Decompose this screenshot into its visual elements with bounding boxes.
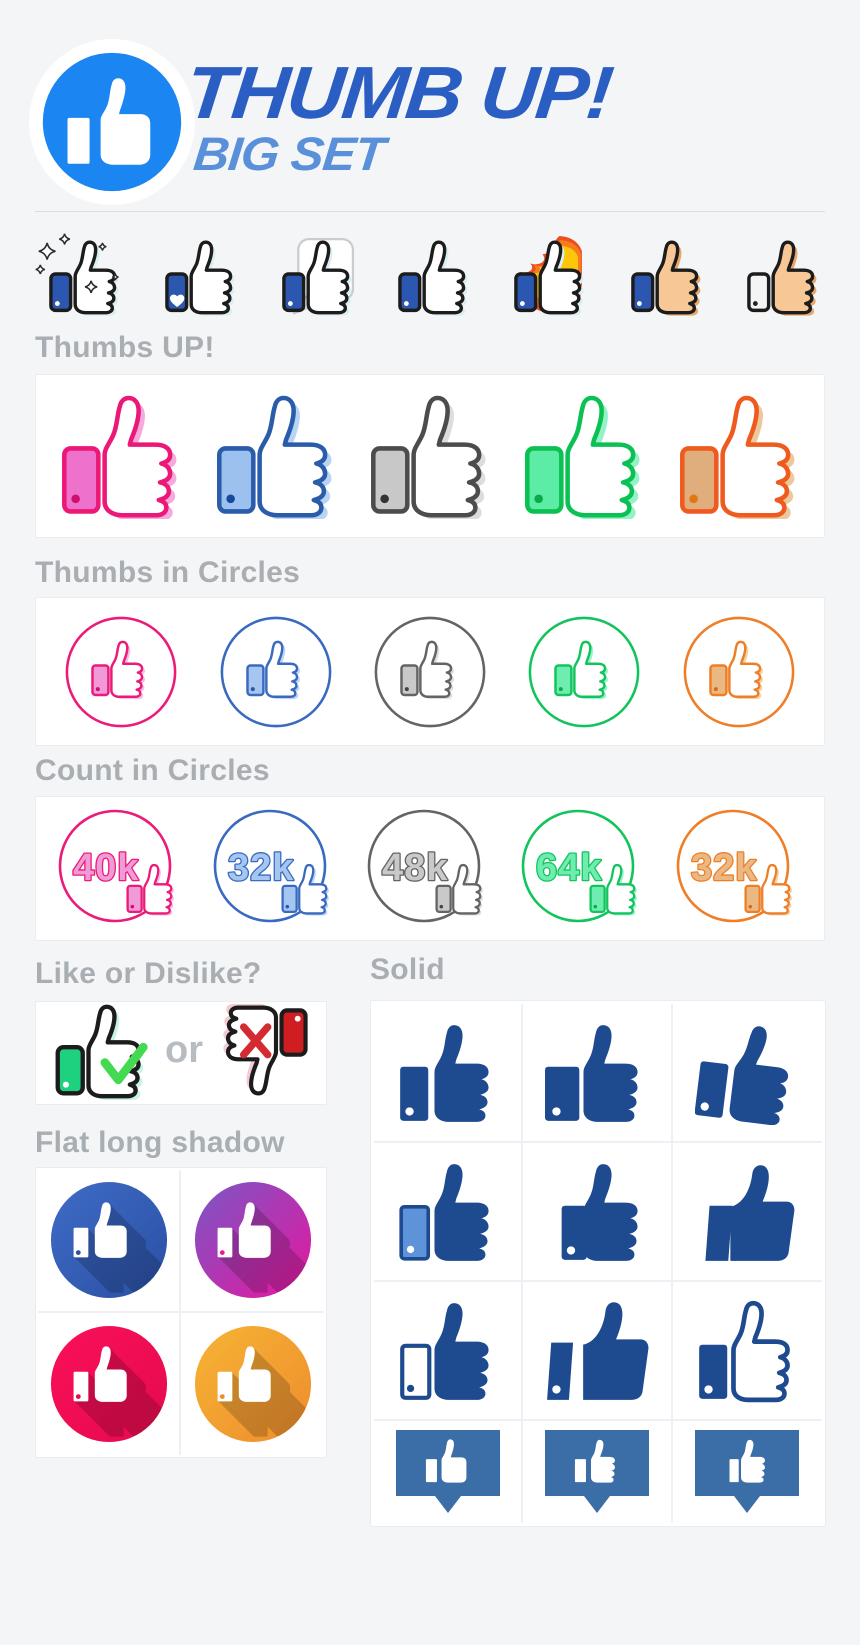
green-count-circle-icon: 64k xyxy=(522,809,638,922)
svg-text:32k: 32k xyxy=(691,847,757,889)
count-in-circles-box: 40k 32k 48k 64k 32k xyxy=(35,796,825,941)
solid-cell-outline-hand xyxy=(672,1282,822,1421)
pink-count-circle-icon: 40k xyxy=(58,809,175,922)
divider xyxy=(35,211,825,212)
solid-cell-badge-scalloped xyxy=(523,1421,673,1523)
solid-flat-angled-dot-icon xyxy=(547,1301,649,1400)
orange-outline-thumb-icon xyxy=(679,395,795,519)
green-outline-thumb-icon xyxy=(525,395,640,519)
svg-text:40k: 40k xyxy=(73,847,139,889)
thumbs-in-circles-box xyxy=(35,597,825,746)
green-circle-thumb-icon xyxy=(528,616,640,727)
solid-cell-outline-cuff xyxy=(374,1282,524,1421)
orange-count-circle-icon: 32k xyxy=(676,809,792,922)
svg-text:64k: 64k xyxy=(536,847,602,889)
fire-thumb-icon xyxy=(514,236,584,316)
flat-shadow-cell-crimson xyxy=(38,1312,181,1455)
flat-long-shadow-box xyxy=(35,1167,327,1458)
flat-shadow-orange-icon xyxy=(194,1325,311,1442)
speech-bubble-thumb-icon xyxy=(281,237,354,316)
section-title-thumbs-up: Thumbs UP! xyxy=(35,331,215,364)
solid-classic-icon xyxy=(399,1024,489,1122)
solid-tilted-icon xyxy=(695,1025,789,1125)
flat-shadow-cell-orange xyxy=(181,1313,324,1456)
section-title-count-in-circles: Count in Circles xyxy=(35,754,270,787)
header: THUMB UP! BIG SET xyxy=(182,51,616,180)
logo-thumb-icon xyxy=(28,38,196,206)
gray-outline-thumb-icon xyxy=(371,395,486,519)
gray-count-circle-icon: 48k xyxy=(367,809,483,922)
dislike-thumb-cross-icon xyxy=(223,1003,308,1096)
section-title-like-or-dislike: Like or Dislike? xyxy=(35,957,262,990)
solid-cell-merged xyxy=(523,1143,673,1282)
solid-light-cuff-icon xyxy=(399,1163,489,1261)
solid-badge-scalloped-icon xyxy=(544,1430,649,1513)
solid-flat-angled-icon xyxy=(705,1164,795,1261)
solid-badge-compact-icon xyxy=(695,1430,800,1513)
solid-badge-smooth-icon xyxy=(395,1430,500,1513)
solid-cell-flat-angled xyxy=(672,1143,822,1282)
blue-count-circle-icon: 32k xyxy=(213,809,329,922)
skin-blue-cuff-thumb-icon xyxy=(630,240,701,316)
dislike-thumb-icon xyxy=(215,1003,313,1104)
page-title: THUMB UP! xyxy=(181,51,616,134)
svg-text:48k: 48k xyxy=(382,847,448,889)
solid-outline-cuff-icon xyxy=(399,1302,489,1400)
solid-cell-tilted xyxy=(672,1004,822,1143)
skin-white-cuff-thumb-icon xyxy=(747,240,817,316)
solid-cell-classic xyxy=(374,1004,524,1143)
solid-cell-flat-angled-dot xyxy=(523,1282,673,1421)
or-label: or xyxy=(165,1028,203,1071)
gray-circle-thumb-icon xyxy=(374,616,486,727)
flat-shadow-cell-blue xyxy=(38,1170,181,1313)
svg-text:32k: 32k xyxy=(228,847,294,889)
solid-cell-badge-compact xyxy=(673,1421,822,1523)
blue-circle-thumb-icon xyxy=(220,616,331,727)
classic-thumb-icon xyxy=(398,240,468,316)
section-title-thumbs-in-circles: Thumbs in Circles xyxy=(35,556,301,589)
pink-outline-thumb-icon xyxy=(62,395,177,519)
solid-box xyxy=(370,1000,826,1527)
solid-merged-icon xyxy=(561,1163,638,1261)
solid-cell-wide-cuff xyxy=(523,1004,673,1143)
solid-outline-hand-icon xyxy=(699,1300,791,1402)
thumbs-up-box xyxy=(35,374,825,538)
section-title-solid: Solid xyxy=(370,953,445,986)
logo-thumb-icon xyxy=(28,38,196,206)
flat-shadow-purple-magenta-icon xyxy=(194,1182,311,1299)
like-or-dislike-box: or xyxy=(35,1001,327,1105)
flat-shadow-cell-purple-magenta xyxy=(181,1170,324,1313)
section-title-flat-long-shadow: Flat long shadow xyxy=(35,1126,285,1159)
solid-cell-light-cuff xyxy=(374,1143,524,1282)
sparkles-thumb-icon xyxy=(35,233,119,316)
solid-wide-cuff-icon xyxy=(544,1024,638,1122)
blue-outline-thumb-icon xyxy=(216,395,332,519)
heart-cuff-thumb-icon xyxy=(165,240,235,316)
pink-circle-thumb-icon xyxy=(65,616,177,727)
orange-circle-thumb-icon xyxy=(683,616,795,727)
solid-cell-badge-smooth xyxy=(374,1421,524,1523)
like-thumb-check-icon xyxy=(55,1004,148,1100)
page-subtitle: BIG SET xyxy=(191,127,387,181)
flat-shadow-crimson-icon xyxy=(50,1325,167,1442)
style-teaser-row xyxy=(35,228,827,318)
like-thumb-icon xyxy=(49,1001,153,1106)
flat-shadow-blue-icon xyxy=(50,1182,167,1299)
